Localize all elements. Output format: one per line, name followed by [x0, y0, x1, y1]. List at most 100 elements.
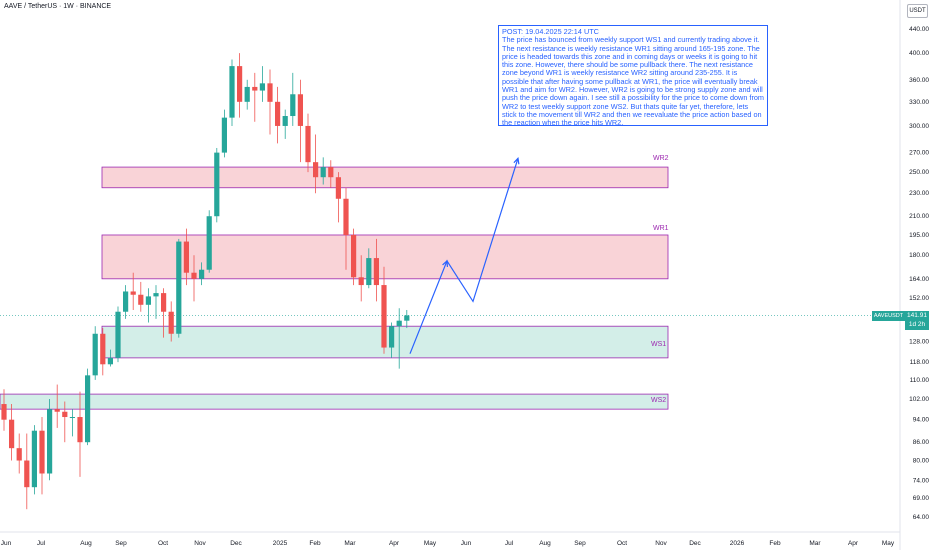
y-tick-label: 195.00: [909, 232, 929, 239]
candle-body: [9, 419, 15, 449]
candle-body: [229, 66, 235, 118]
zone-label-wr1: WR1: [653, 225, 669, 232]
y-tick-label: 330.00: [909, 99, 929, 106]
y-tick-label: 360.00: [909, 77, 929, 84]
x-tick-label: Sep: [574, 540, 586, 547]
candle-body: [183, 241, 189, 273]
y-tick-label: 74.00: [913, 477, 930, 484]
candle-body: [313, 162, 319, 178]
x-tick-label: 2025: [273, 540, 288, 547]
x-tick-label: Nov: [655, 540, 667, 547]
candle-body: [252, 86, 258, 91]
candle-body: [130, 291, 136, 295]
candle-body: [1, 404, 7, 420]
candle-body: [358, 277, 364, 286]
analysis-note-text: POST: 19.04.2025 22:14 UTC The price has…: [502, 27, 765, 126]
candle-body: [351, 234, 357, 278]
x-tick-label: Feb: [309, 540, 321, 547]
candle-body: [100, 333, 106, 365]
zone-wr2: [101, 166, 669, 189]
zone-wr1: [101, 234, 669, 280]
candle-body: [92, 333, 98, 376]
x-tick-label: Oct: [158, 540, 168, 547]
candle-body: [16, 448, 22, 461]
candle-body: [221, 117, 227, 153]
y-tick-label: 210.00: [909, 213, 929, 220]
candle-body: [290, 94, 296, 117]
y-tick-label: 230.00: [909, 190, 929, 197]
zone-ws2: [0, 393, 669, 410]
y-tick-label: 440.00: [909, 26, 929, 33]
candle-body: [282, 116, 288, 126]
y-tick-label: 80.00: [913, 458, 930, 465]
y-tick-label: 69.00: [913, 495, 930, 502]
candle-body: [62, 411, 68, 418]
x-tick-label: Aug: [539, 540, 551, 547]
candle-body: [335, 177, 341, 199]
symbol-title[interactable]: AAVE / TetherUS · 1W · BINANCE: [4, 3, 112, 10]
candle-body: [85, 375, 91, 443]
x-tick-label: Jun: [461, 540, 472, 547]
y-tick-label: 102.00: [909, 396, 929, 403]
candle-body: [366, 258, 372, 286]
y-tick-label: 118.00: [910, 359, 930, 366]
analysis-note: POST: 19.04.2025 22:14 UTC The price has…: [498, 25, 768, 126]
candle-body: [275, 101, 281, 126]
candle-body: [343, 198, 349, 235]
x-tick-label: Sep: [115, 540, 127, 547]
x-tick-label: Jun: [1, 540, 12, 547]
x-tick-label: May: [882, 540, 895, 547]
candle-body: [138, 294, 144, 305]
y-tick-label: 86.00: [913, 439, 930, 446]
candle-body: [145, 296, 151, 305]
candle-body: [191, 272, 197, 279]
candle-body: [54, 409, 60, 412]
candle-body: [389, 326, 395, 348]
x-tick-label: May: [424, 540, 437, 547]
candle-body: [161, 293, 167, 312]
x-tick-label: Mar: [344, 540, 356, 547]
candle-body: [24, 460, 30, 488]
x-tick-label: Dec: [689, 540, 701, 547]
candle-body: [115, 311, 121, 358]
x-tick-label: Apr: [389, 540, 400, 547]
x-tick-label: 2026: [730, 540, 745, 547]
candle-body: [77, 417, 83, 443]
candle-body: [328, 167, 334, 178]
candle-body: [153, 293, 159, 297]
candle-body: [123, 291, 129, 312]
y-tick-label: 300.00: [909, 123, 929, 130]
candle-body: [404, 315, 410, 321]
candle-body: [176, 241, 182, 334]
y-tick-label: 400.00: [909, 50, 929, 57]
candle-body: [47, 409, 53, 474]
candle-body: [214, 152, 220, 217]
candle-body: [320, 167, 326, 178]
candle-body: [31, 430, 37, 488]
y-tick-label: 270.00: [909, 150, 929, 157]
projection-path: [409, 158, 519, 354]
zone-label-ws2: WS2: [651, 397, 667, 404]
candle-body: [373, 258, 379, 286]
candle-body: [206, 216, 212, 270]
x-tick-label: Aug: [80, 540, 92, 547]
projection-arrowhead: [442, 259, 449, 267]
x-tick-label: Mar: [809, 540, 821, 547]
zone-label-ws1: WS1: [651, 341, 667, 348]
y-tick-label: 64.00: [913, 514, 930, 521]
candle-body: [396, 320, 402, 327]
y-tick-label: 110.00: [910, 377, 930, 384]
candle-body: [39, 430, 45, 474]
candle-body: [168, 311, 174, 334]
candle-body: [267, 83, 273, 102]
y-tick-label: 94.00: [913, 417, 930, 424]
x-tick-label: Dec: [230, 540, 242, 547]
currency-label[interactable]: USDT: [907, 4, 928, 18]
candle-body: [259, 83, 265, 91]
y-tick-label: 180.00: [909, 252, 929, 259]
x-tick-label: Apr: [848, 540, 859, 547]
y-tick-label: 128.00: [909, 339, 929, 346]
zone-label-wr2: WR2: [653, 155, 669, 162]
projection-arrowhead: [513, 156, 520, 165]
